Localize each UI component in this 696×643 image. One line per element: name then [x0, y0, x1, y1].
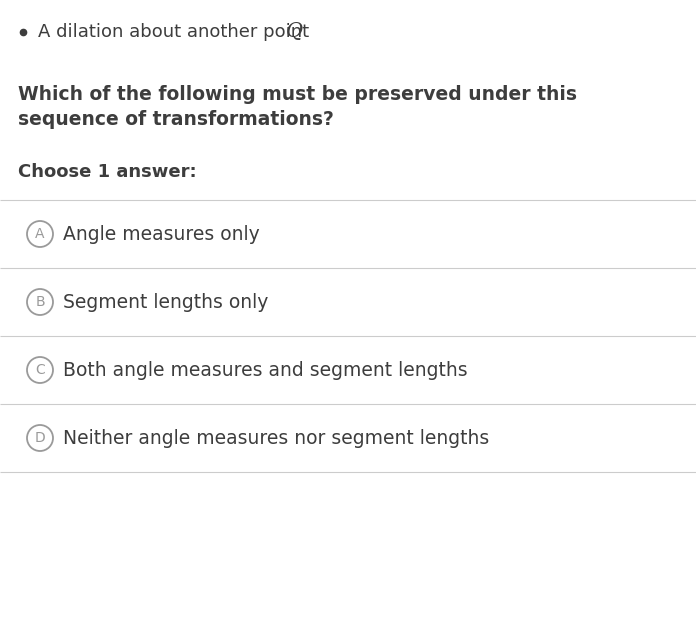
Text: Angle measures only: Angle measures only	[63, 224, 260, 244]
Text: B: B	[35, 295, 45, 309]
Text: Which of the following must be preserved under this: Which of the following must be preserved…	[18, 85, 577, 104]
Text: A: A	[35, 227, 45, 241]
Text: Segment lengths only: Segment lengths only	[63, 293, 269, 311]
Text: Both angle measures and segment lengths: Both angle measures and segment lengths	[63, 361, 468, 379]
Text: sequence of transformations?: sequence of transformations?	[18, 110, 334, 129]
Text: Neither angle measures nor segment lengths: Neither angle measures nor segment lengt…	[63, 428, 489, 448]
Text: A dilation about another point: A dilation about another point	[38, 23, 315, 41]
Text: D: D	[35, 431, 45, 445]
Text: Choose 1 answer:: Choose 1 answer:	[18, 163, 197, 181]
Text: C: C	[35, 363, 45, 377]
Text: Q: Q	[286, 23, 303, 42]
